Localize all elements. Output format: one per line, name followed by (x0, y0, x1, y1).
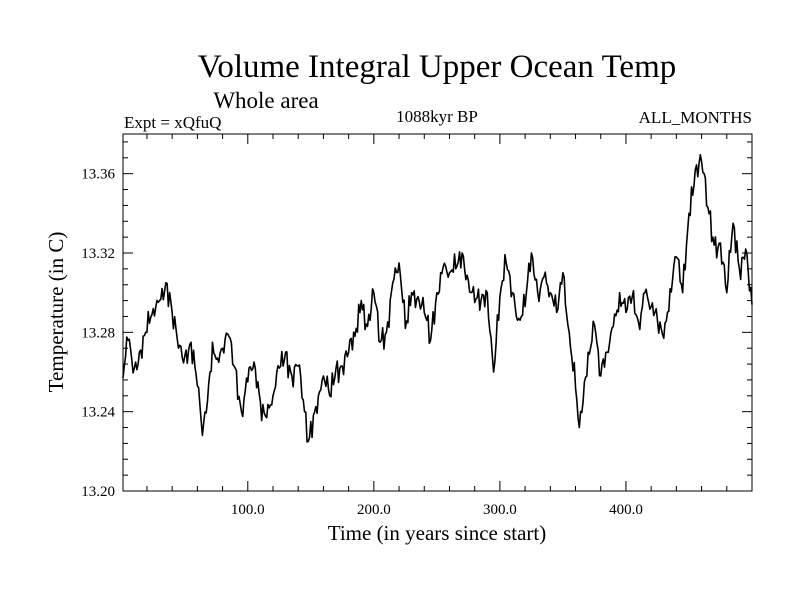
temperature-series-line (122, 153, 753, 443)
x-tick-label: 300.0 (483, 502, 517, 518)
x-axis-ticks (146, 134, 728, 491)
chart-title: Volume Integral Upper Ocean Temp (198, 49, 676, 85)
months-label: ALL_MONTHS (639, 108, 752, 127)
y-axis-title: Temperature (in C) (44, 232, 68, 393)
x-tick-label: 400.0 (609, 502, 643, 518)
period-label: 1088kyr BP (396, 107, 478, 126)
y-tick-label: 13.20 (81, 484, 115, 500)
y-axis-tick-labels: 13.20 13.24 13.28 13.32 13.36 (81, 167, 115, 500)
chart-subtitle: Whole area (213, 88, 318, 113)
x-axis-tick-labels: 100.0 200.0 300.0 400.0 (231, 502, 643, 518)
x-tick-label: 100.0 (231, 502, 265, 518)
y-tick-label: 13.36 (81, 167, 115, 183)
x-axis-title: Time (in years since start) (328, 521, 547, 545)
x-tick-label: 200.0 (357, 502, 391, 518)
experiment-label: Expt = xQfuQ (124, 113, 221, 132)
plot-frame (122, 133, 753, 492)
y-tick-label: 13.28 (81, 325, 115, 341)
y-tick-label: 13.32 (81, 246, 115, 262)
y-tick-label: 13.24 (81, 405, 115, 421)
